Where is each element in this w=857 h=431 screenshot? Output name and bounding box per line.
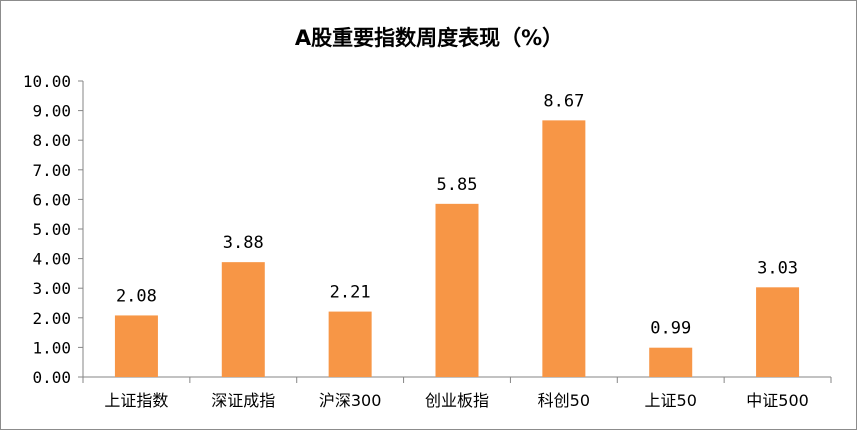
bar [542,120,586,378]
x-tick-label: 沪深300 [319,391,382,410]
y-tick-label: 4.00 [32,250,71,269]
chart-title: A股重要指数周度表现（%） [295,26,563,50]
y-tick-label: 6.00 [32,190,71,209]
data-label: 2.21 [330,283,371,303]
data-label: 8.67 [543,91,584,111]
data-label: 5.85 [437,175,478,195]
y-tick-label: 7.00 [32,161,71,180]
y-tick-label: 0.00 [32,368,71,387]
x-tick-label: 创业板指 [425,391,489,410]
bar [221,262,265,377]
data-label: 3.03 [757,258,798,278]
data-label: 0.99 [650,319,691,339]
data-label: 2.08 [116,286,157,306]
x-tick-label: 深证成指 [211,391,275,410]
y-tick-label: 9.00 [32,102,71,121]
x-axis: 上证指数 深证成指 沪深300 创业板指 科创50 上证50 中证500 [82,376,832,410]
bar [114,315,158,377]
y-tick-label: 8.00 [32,131,71,150]
y-tick-label: 2.00 [32,309,71,328]
y-tick-label: 5.00 [32,220,71,239]
bar [649,347,693,377]
x-tick-label: 科创50 [538,391,590,410]
bars [114,120,800,378]
y-axis: 0.00 1.00 2.00 3.00 4.00 5.00 6.00 7.00 8.00 9.00… [23,72,84,387]
data-label: 3.88 [223,233,264,253]
y-tick-label: 10.00 [23,72,71,91]
data-labels: 2.08 3.88 2.21 5.85 8.67 0.99 3.03 [116,91,798,338]
x-tick-label: 上证指数 [104,391,168,410]
bar [756,287,800,377]
y-tick-label: 3.00 [32,279,71,298]
bar [435,203,479,377]
x-tick-label: 上证50 [645,391,697,410]
x-tick-label: 中证500 [746,391,809,410]
bar [328,311,372,377]
y-tick-label: 1.00 [32,338,71,357]
